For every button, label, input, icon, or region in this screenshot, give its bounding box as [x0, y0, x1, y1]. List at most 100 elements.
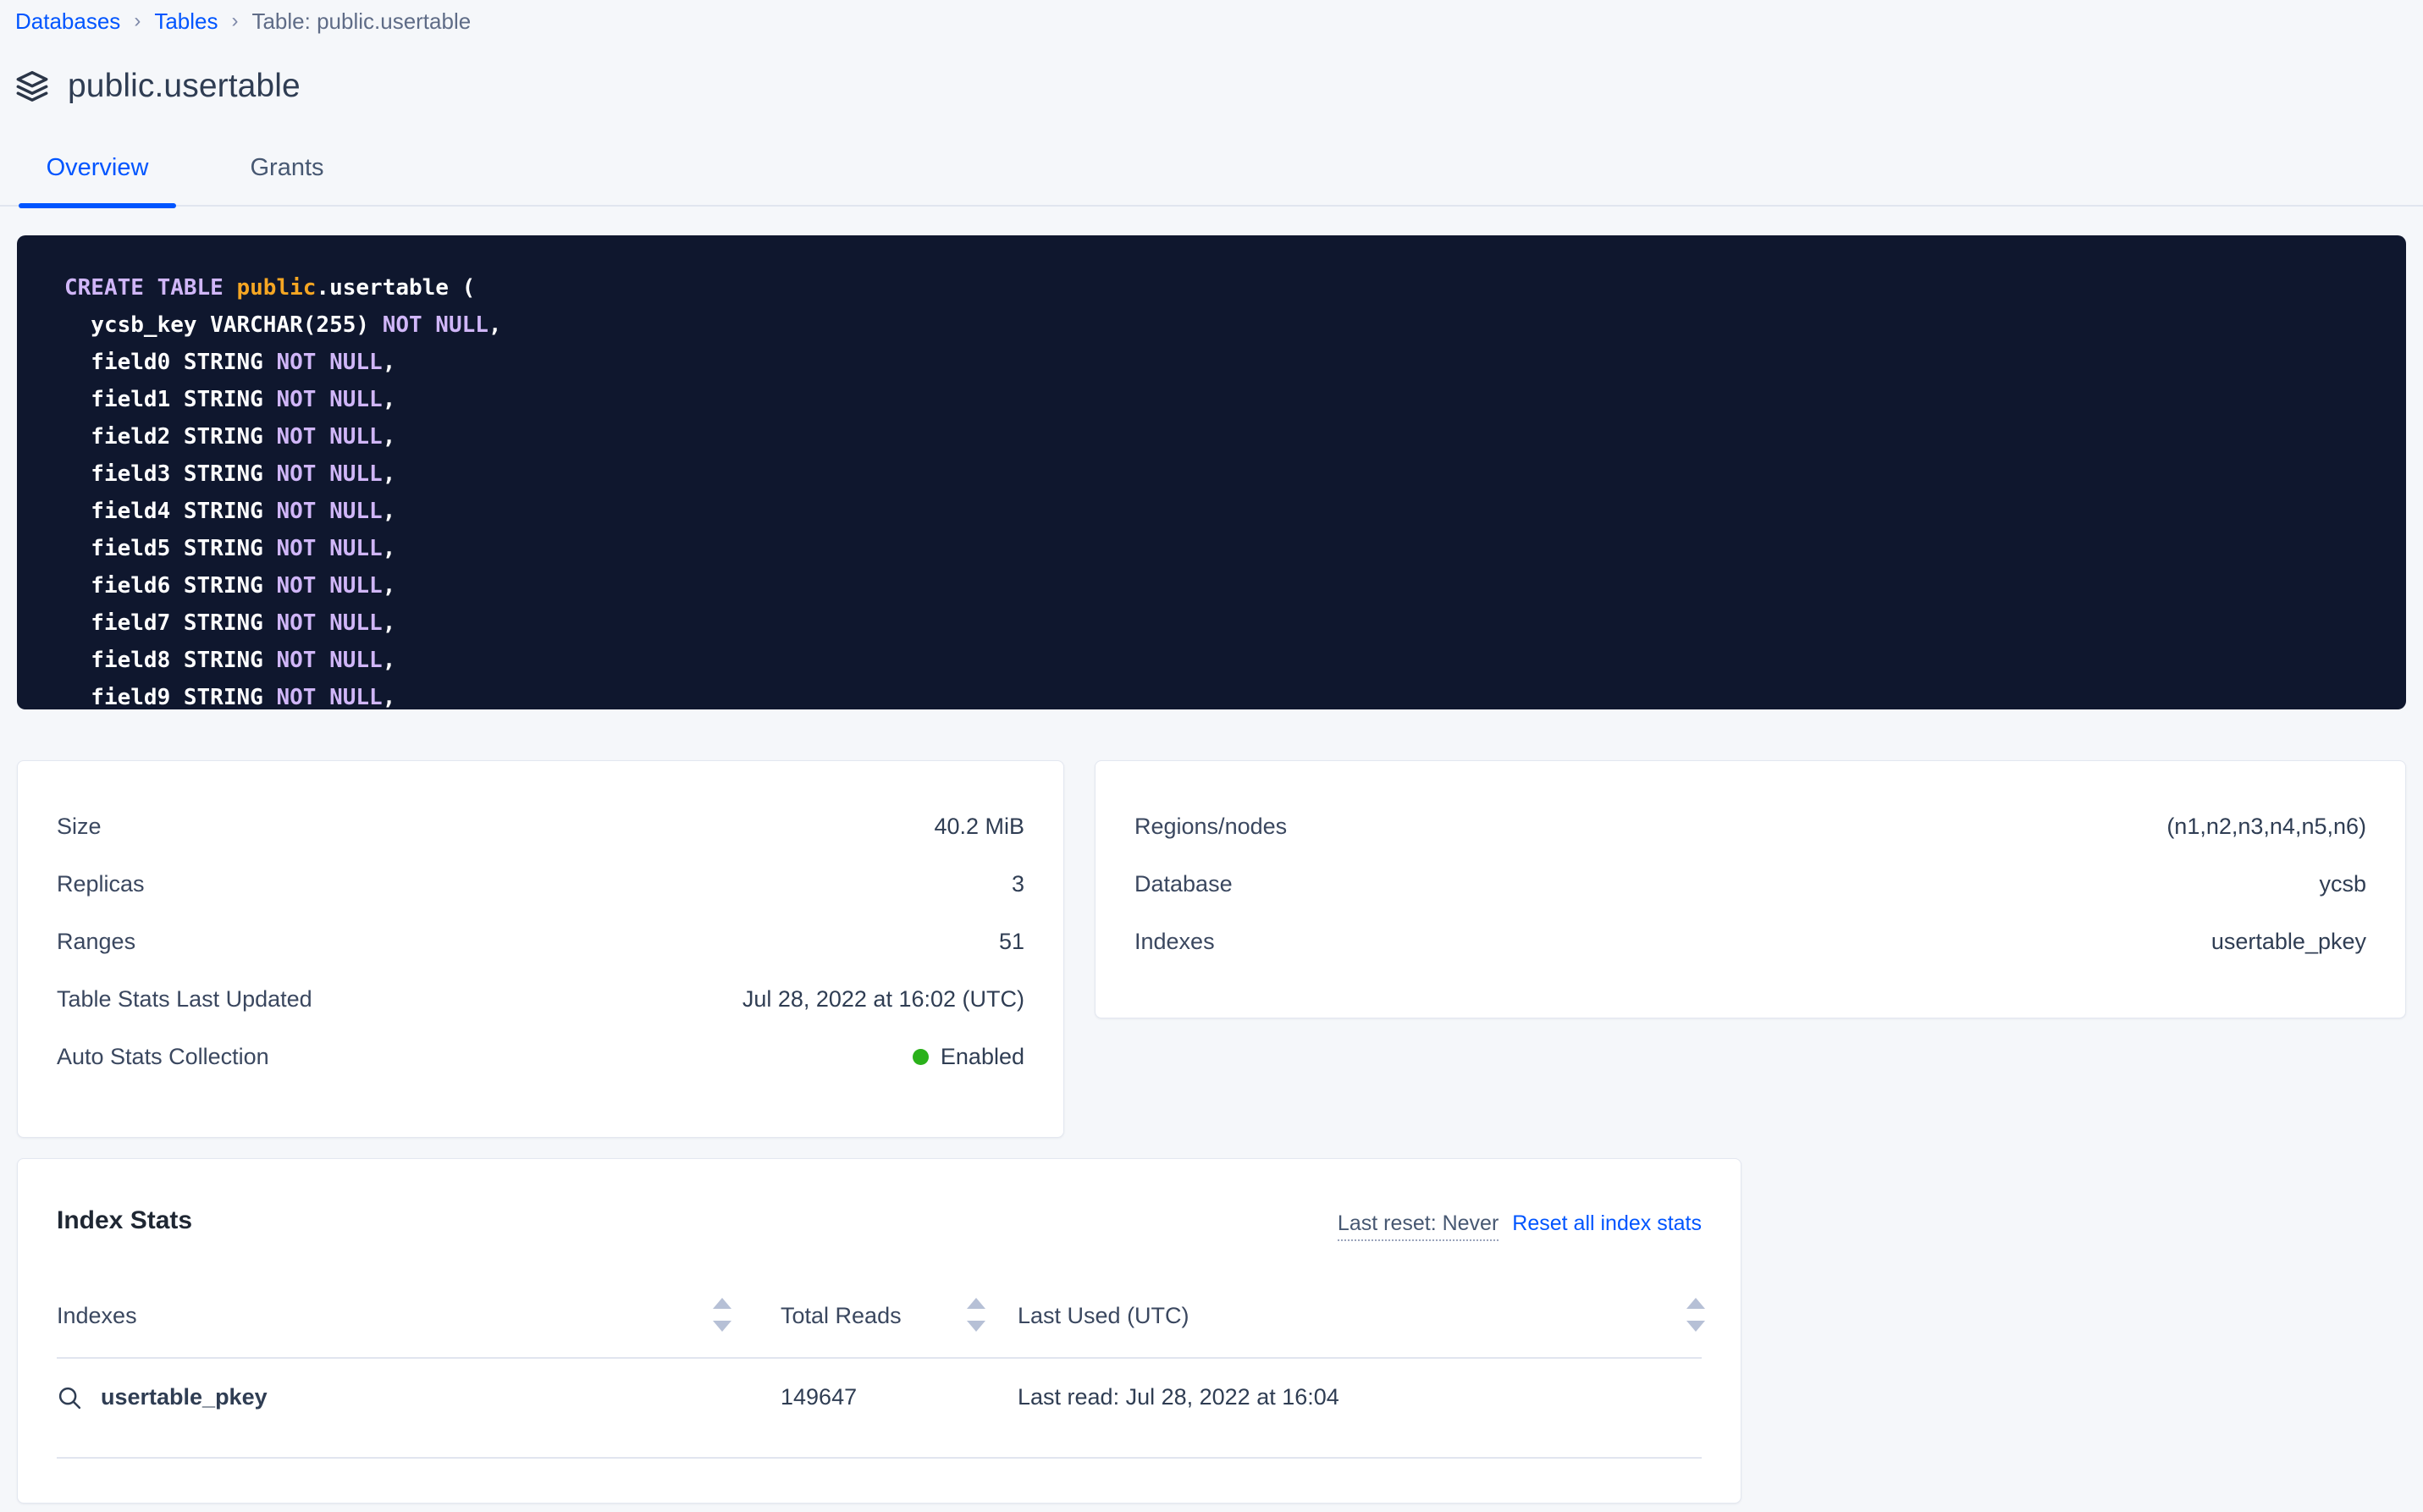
tab-overview[interactable]: Overview [19, 146, 176, 208]
index-name-label[interactable]: usertable_pkey [101, 1384, 268, 1410]
sql-line: field5 STRING NOT NULL, [64, 530, 2406, 567]
stat-value: 40.2 MiB [934, 813, 1024, 839]
column-header-last-used[interactable]: Last Used (UTC) [1018, 1303, 1189, 1328]
stat-row-table-stats-last-updated: Table Stats Last Updated Jul 28, 2022 at… [57, 981, 1024, 1017]
stat-value: ycsb [2319, 870, 2366, 897]
breadcrumb-item-current: Table: public.usertable [251, 8, 472, 34]
sql-token: NOT NULL [276, 499, 383, 524]
sql-token: , [382, 573, 396, 599]
breadcrumb-item-databases[interactable]: Databases [15, 8, 121, 34]
sql-token: NOT NULL [276, 461, 383, 487]
sql-token: NOT NULL [276, 685, 383, 709]
sql-token: NOT NULL [276, 573, 383, 599]
table-row[interactable]: usertable_pkey 149647 Last read: Jul 28,… [57, 1359, 1702, 1459]
sql-token: field2 STRING [64, 424, 277, 450]
stat-row-size: Size 40.2 MiB [57, 808, 1024, 844]
stat-label: Size [57, 813, 102, 839]
sql-token: , [382, 461, 396, 487]
stat-value: usertable_pkey [2211, 928, 2366, 954]
reset-all-index-stats-link[interactable]: Reset all index stats [1512, 1211, 1702, 1235]
sql-token: field9 STRING [64, 685, 277, 709]
sort-toggle-total-reads-icon[interactable] [967, 1298, 985, 1332]
create-table-statement-panel: CREATE TABLE public.usertable ( ycsb_key… [17, 235, 2406, 709]
stat-label: Table Stats Last Updated [57, 985, 312, 1012]
stat-value-wrapper: Enabled [912, 1043, 1024, 1070]
sql-token: NOT NULL [276, 387, 383, 412]
stat-label: Auto Stats Collection [57, 1043, 269, 1069]
table-summary-card-right: Regions/nodes (n1,n2,n3,n4,n5,n6) Databa… [1095, 760, 2406, 1018]
sort-toggle-last-used-icon[interactable] [1686, 1298, 1705, 1332]
stat-label: Indexes [1134, 928, 1215, 954]
stat-label: Ranges [57, 928, 136, 954]
stat-row-auto-stats-collection: Auto Stats Collection Enabled [57, 1039, 1024, 1074]
index-stats-title: Index Stats [57, 1206, 193, 1234]
sort-toggle-indexes-icon[interactable] [713, 1298, 731, 1332]
table-summary-card-left: Size 40.2 MiB Replicas 3 Ranges 51 Table… [17, 760, 1064, 1138]
breadcrumb: Databases › Tables › Table: public.usert… [15, 7, 471, 36]
stat-row-replicas: Replicas 3 [57, 866, 1024, 902]
sql-line: field4 STRING NOT NULL, [64, 493, 2406, 530]
stat-value: Jul 28, 2022 at 16:02 (UTC) [742, 985, 1024, 1012]
sql-token: , [382, 424, 396, 450]
sql-token: field5 STRING [64, 536, 277, 561]
sql-token: NOT NULL [276, 536, 383, 561]
sql-token: ycsb_key VARCHAR(255) [64, 312, 383, 338]
index-stats-reset-area: Last reset: Never Reset all index stats [1337, 1211, 1702, 1241]
sql-token: , [382, 499, 396, 524]
sql-line: field7 STRING NOT NULL, [64, 604, 2406, 642]
status-badge: Enabled [940, 1043, 1024, 1069]
sql-token: , [382, 685, 396, 709]
cell-total-reads: 149647 [781, 1384, 858, 1410]
page-title: public.usertable [68, 68, 301, 104]
tab-bar: Overview Grants [0, 146, 2423, 208]
sql-token: , [488, 312, 502, 338]
sql-line: ycsb_key VARCHAR(255) NOT NULL, [64, 306, 2406, 344]
stat-label: Replicas [57, 870, 145, 897]
breadcrumb-separator-icon: › [231, 9, 239, 32]
stat-row-ranges: Ranges 51 [57, 924, 1024, 959]
index-stats-card: Index Stats Last reset: Never Reset all … [17, 1158, 1741, 1504]
sql-token: NOT NULL [276, 350, 383, 375]
index-stats-table: Indexes Total Reads Last Used (UTC) user… [57, 1277, 1705, 1459]
sql-line: field8 STRING NOT NULL, [64, 642, 2406, 679]
column-header-indexes[interactable]: Indexes [57, 1303, 137, 1328]
layers-icon [15, 69, 49, 103]
table-header-row: Indexes Total Reads Last Used (UTC) [57, 1277, 1705, 1359]
sql-line: field6 STRING NOT NULL, [64, 567, 2406, 604]
sql-token: , [382, 610, 396, 636]
column-header-total-reads[interactable]: Total Reads [781, 1303, 902, 1328]
sql-token: CREATE TABLE [64, 275, 237, 301]
sql-line: CREATE TABLE public.usertable ( [64, 269, 2406, 306]
stat-label: Database [1134, 870, 1233, 897]
breadcrumb-separator-icon: › [134, 9, 141, 32]
sql-token: field7 STRING [64, 610, 277, 636]
tab-grants[interactable]: Grants [250, 154, 324, 181]
stat-row-database: Database ycsb [1134, 866, 2366, 902]
last-reset-label: Last reset: Never [1337, 1211, 1499, 1241]
sql-token: public [236, 275, 317, 301]
stat-row-indexes: Indexes usertable_pkey [1134, 924, 2366, 959]
sql-token: field8 STRING [64, 648, 277, 673]
sql-token: , [382, 648, 396, 673]
sql-token: NOT NULL [276, 424, 383, 450]
sql-token: NOT NULL [276, 610, 383, 636]
sql-line: field3 STRING NOT NULL, [64, 455, 2406, 493]
sql-line: field9 STRING NOT NULL, [64, 679, 2406, 709]
sql-token: NOT NULL [276, 648, 383, 673]
stat-value: 51 [998, 928, 1024, 954]
sql-token: .usertable ( [316, 275, 476, 301]
sql-line: field1 STRING NOT NULL, [64, 381, 2406, 418]
breadcrumb-item-tables[interactable]: Tables [154, 8, 218, 34]
search-icon [57, 1385, 82, 1410]
stat-row-regions-nodes: Regions/nodes (n1,n2,n3,n4,n5,n6) [1134, 808, 2366, 844]
sql-line: field2 STRING NOT NULL, [64, 418, 2406, 455]
sql-token: field0 STRING [64, 350, 277, 375]
stat-value: (n1,n2,n3,n4,n5,n6) [2166, 813, 2366, 839]
sql-token: , [382, 350, 396, 375]
sql-line: field0 STRING NOT NULL, [64, 344, 2406, 381]
page-title-row: public.usertable [15, 66, 301, 107]
cell-index-name: usertable_pkey [57, 1384, 268, 1410]
sql-token: field1 STRING [64, 387, 277, 412]
sql-token: field4 STRING [64, 499, 277, 524]
